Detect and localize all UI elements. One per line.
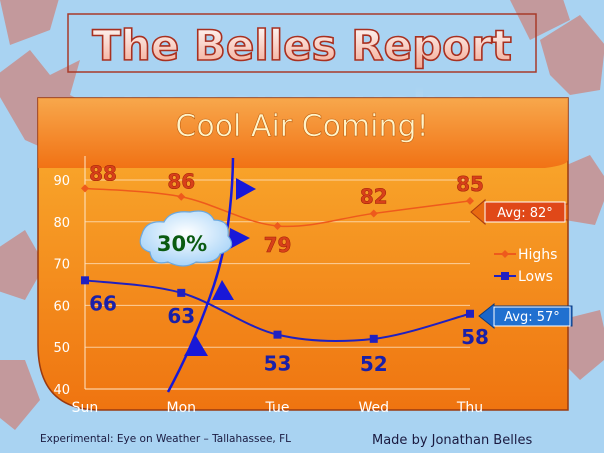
- rain-chance-cloud: 30%: [139, 210, 233, 267]
- legend-highs-label: Highs: [518, 247, 557, 263]
- lows-point-tue: [273, 330, 282, 339]
- x-tick-label-wed: Wed: [358, 400, 389, 416]
- chart-panel: [37, 97, 569, 411]
- lows-point-sun: [81, 276, 89, 285]
- highs-point-sun: [81, 184, 89, 193]
- avg-low-callout: Avg: 57°: [478, 302, 573, 330]
- chart-series: 88 86 79 82 85 66 63 53 52 58: [81, 161, 489, 376]
- x-tick-label-sun: Sun: [72, 400, 99, 416]
- footer-experimental: Experimental: Eye on Weather – Tallahass…: [40, 433, 291, 445]
- front-triangle-2: [228, 228, 250, 250]
- y-tick-label-60: 60: [53, 299, 70, 314]
- highs-point-tue: [273, 221, 282, 230]
- front-triangle-1: [236, 178, 256, 200]
- lows-data-label-thu: 58: [461, 325, 489, 349]
- legend-lows-marker: [501, 272, 509, 280]
- avg-low-label: Avg: 57°: [504, 310, 560, 325]
- highs-data-label-wed: 82: [360, 184, 388, 208]
- cold-front-symbol: [166, 157, 256, 393]
- legend-highs-marker: [501, 250, 509, 258]
- chart-legend: Highs Lows: [494, 247, 557, 285]
- report-title: The Belles Report: [92, 21, 512, 70]
- chart-banner: [38, 98, 568, 168]
- y-tick-label-80: 80: [53, 216, 70, 231]
- highs-data-label-mon: 86: [167, 170, 195, 194]
- lows-point-thu: [466, 309, 474, 318]
- y-tick-label-40: 40: [53, 383, 70, 398]
- highs-data-label-tue: 79: [264, 233, 292, 257]
- highs-point-mon: [177, 192, 186, 201]
- y-tick-label-50: 50: [53, 341, 70, 356]
- lows-data-label-mon: 63: [167, 304, 195, 328]
- highs-point-thu: [466, 196, 474, 205]
- y-tick-label-90: 90: [53, 174, 70, 189]
- lows-data-label-wed: 52: [360, 352, 388, 376]
- lows-point-mon: [177, 288, 186, 297]
- highs-point-wed: [369, 209, 378, 218]
- rain-chance-label: 30%: [157, 232, 207, 256]
- footer-author: Made by Jonathan Belles: [372, 433, 532, 448]
- y-tick-label-70: 70: [53, 258, 70, 273]
- lows-data-label-sun: 66: [89, 291, 117, 315]
- x-tick-label-mon: Mon: [166, 400, 196, 416]
- x-tick-label-thu: Thu: [456, 400, 483, 416]
- avg-high-label: Avg: 82°: [497, 206, 553, 221]
- chart-title: Cool Air Coming!: [175, 109, 428, 144]
- lows-point-wed: [369, 334, 378, 343]
- title-frame: [67, 13, 537, 73]
- avg-high-callout: Avg: 82°: [470, 198, 569, 226]
- x-axis: Sun Mon Tue Wed Thu: [72, 388, 483, 416]
- lows-data-label-tue: 53: [264, 352, 292, 376]
- legend-lows-label: Lows: [518, 269, 553, 285]
- highs-data-label-sun: 88: [89, 161, 117, 185]
- cold-front-line: [166, 157, 235, 393]
- x-tick-label-tue: Tue: [265, 400, 290, 416]
- front-triangle-3: [212, 280, 234, 300]
- highs-data-label-thu: 85: [456, 172, 484, 196]
- y-axis: 40 50 60 70 80 90: [53, 156, 86, 398]
- front-triangle-4: [184, 336, 208, 356]
